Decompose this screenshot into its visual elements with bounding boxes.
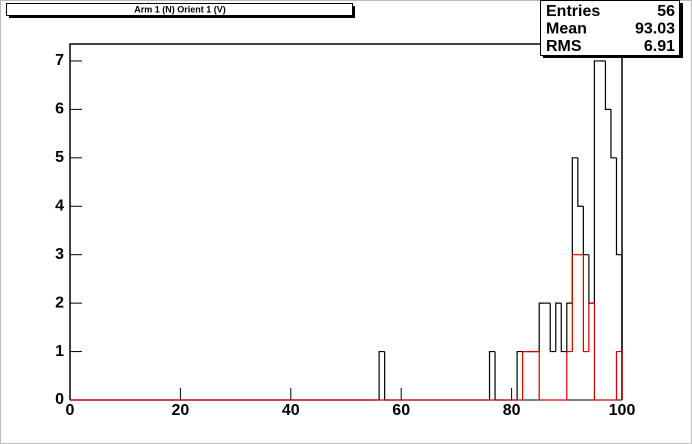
y-tick-label: 1 (55, 343, 64, 360)
histogram-bin (593, 303, 600, 401)
histogram-bin (538, 302, 545, 352)
histogram-bin (488, 350, 496, 400)
x-tick-label: 80 (503, 402, 521, 419)
histogram-bin (538, 351, 545, 401)
histogram-bin (610, 109, 617, 159)
title-box (6, 3, 353, 16)
stats-label: Entries (546, 3, 600, 20)
histogram-bin (566, 350, 573, 400)
histogram-bin (566, 302, 573, 352)
y-tick-label: 6 (55, 101, 64, 118)
y-tick-label: 7 (55, 52, 64, 69)
histogram-bin (555, 302, 562, 352)
stats-value: 93.03 (635, 21, 675, 38)
histogram-bin (378, 350, 385, 400)
histogram-bin (615, 350, 623, 400)
chart-title: Arm 1 (N) Orient 1 (V) (134, 4, 226, 14)
stats-box (540, 0, 680, 56)
histogram-bin (522, 350, 529, 400)
stats-label: Mean (546, 21, 587, 38)
stats-value: 6.91 (644, 38, 675, 55)
y-tick-label: 5 (55, 149, 64, 166)
x-tick-label: 40 (282, 402, 300, 419)
y-tick-label: 4 (55, 197, 64, 214)
stats-label: RMS (546, 38, 582, 55)
histogram-bin (560, 303, 567, 353)
histogram-bin (549, 303, 556, 353)
x-tick-label: 100 (609, 402, 636, 419)
x-tick-label: 20 (172, 402, 190, 419)
histogram-bin (615, 157, 623, 400)
x-tick-label: 0 (66, 402, 75, 419)
histogram-bin (604, 60, 611, 110)
histogram-bin (588, 302, 595, 352)
y-tick-label: 0 (55, 391, 64, 408)
stats-value: 56 (657, 3, 675, 20)
y-tick-label: 2 (55, 294, 64, 311)
histogram-bin (577, 157, 584, 207)
x-tick-label: 60 (392, 402, 410, 419)
histogram-bin (582, 254, 589, 353)
histogram-bin (571, 254, 578, 352)
histogram-bin (593, 60, 600, 304)
histogram-bin (516, 350, 523, 400)
y-tick-label: 3 (55, 246, 64, 263)
